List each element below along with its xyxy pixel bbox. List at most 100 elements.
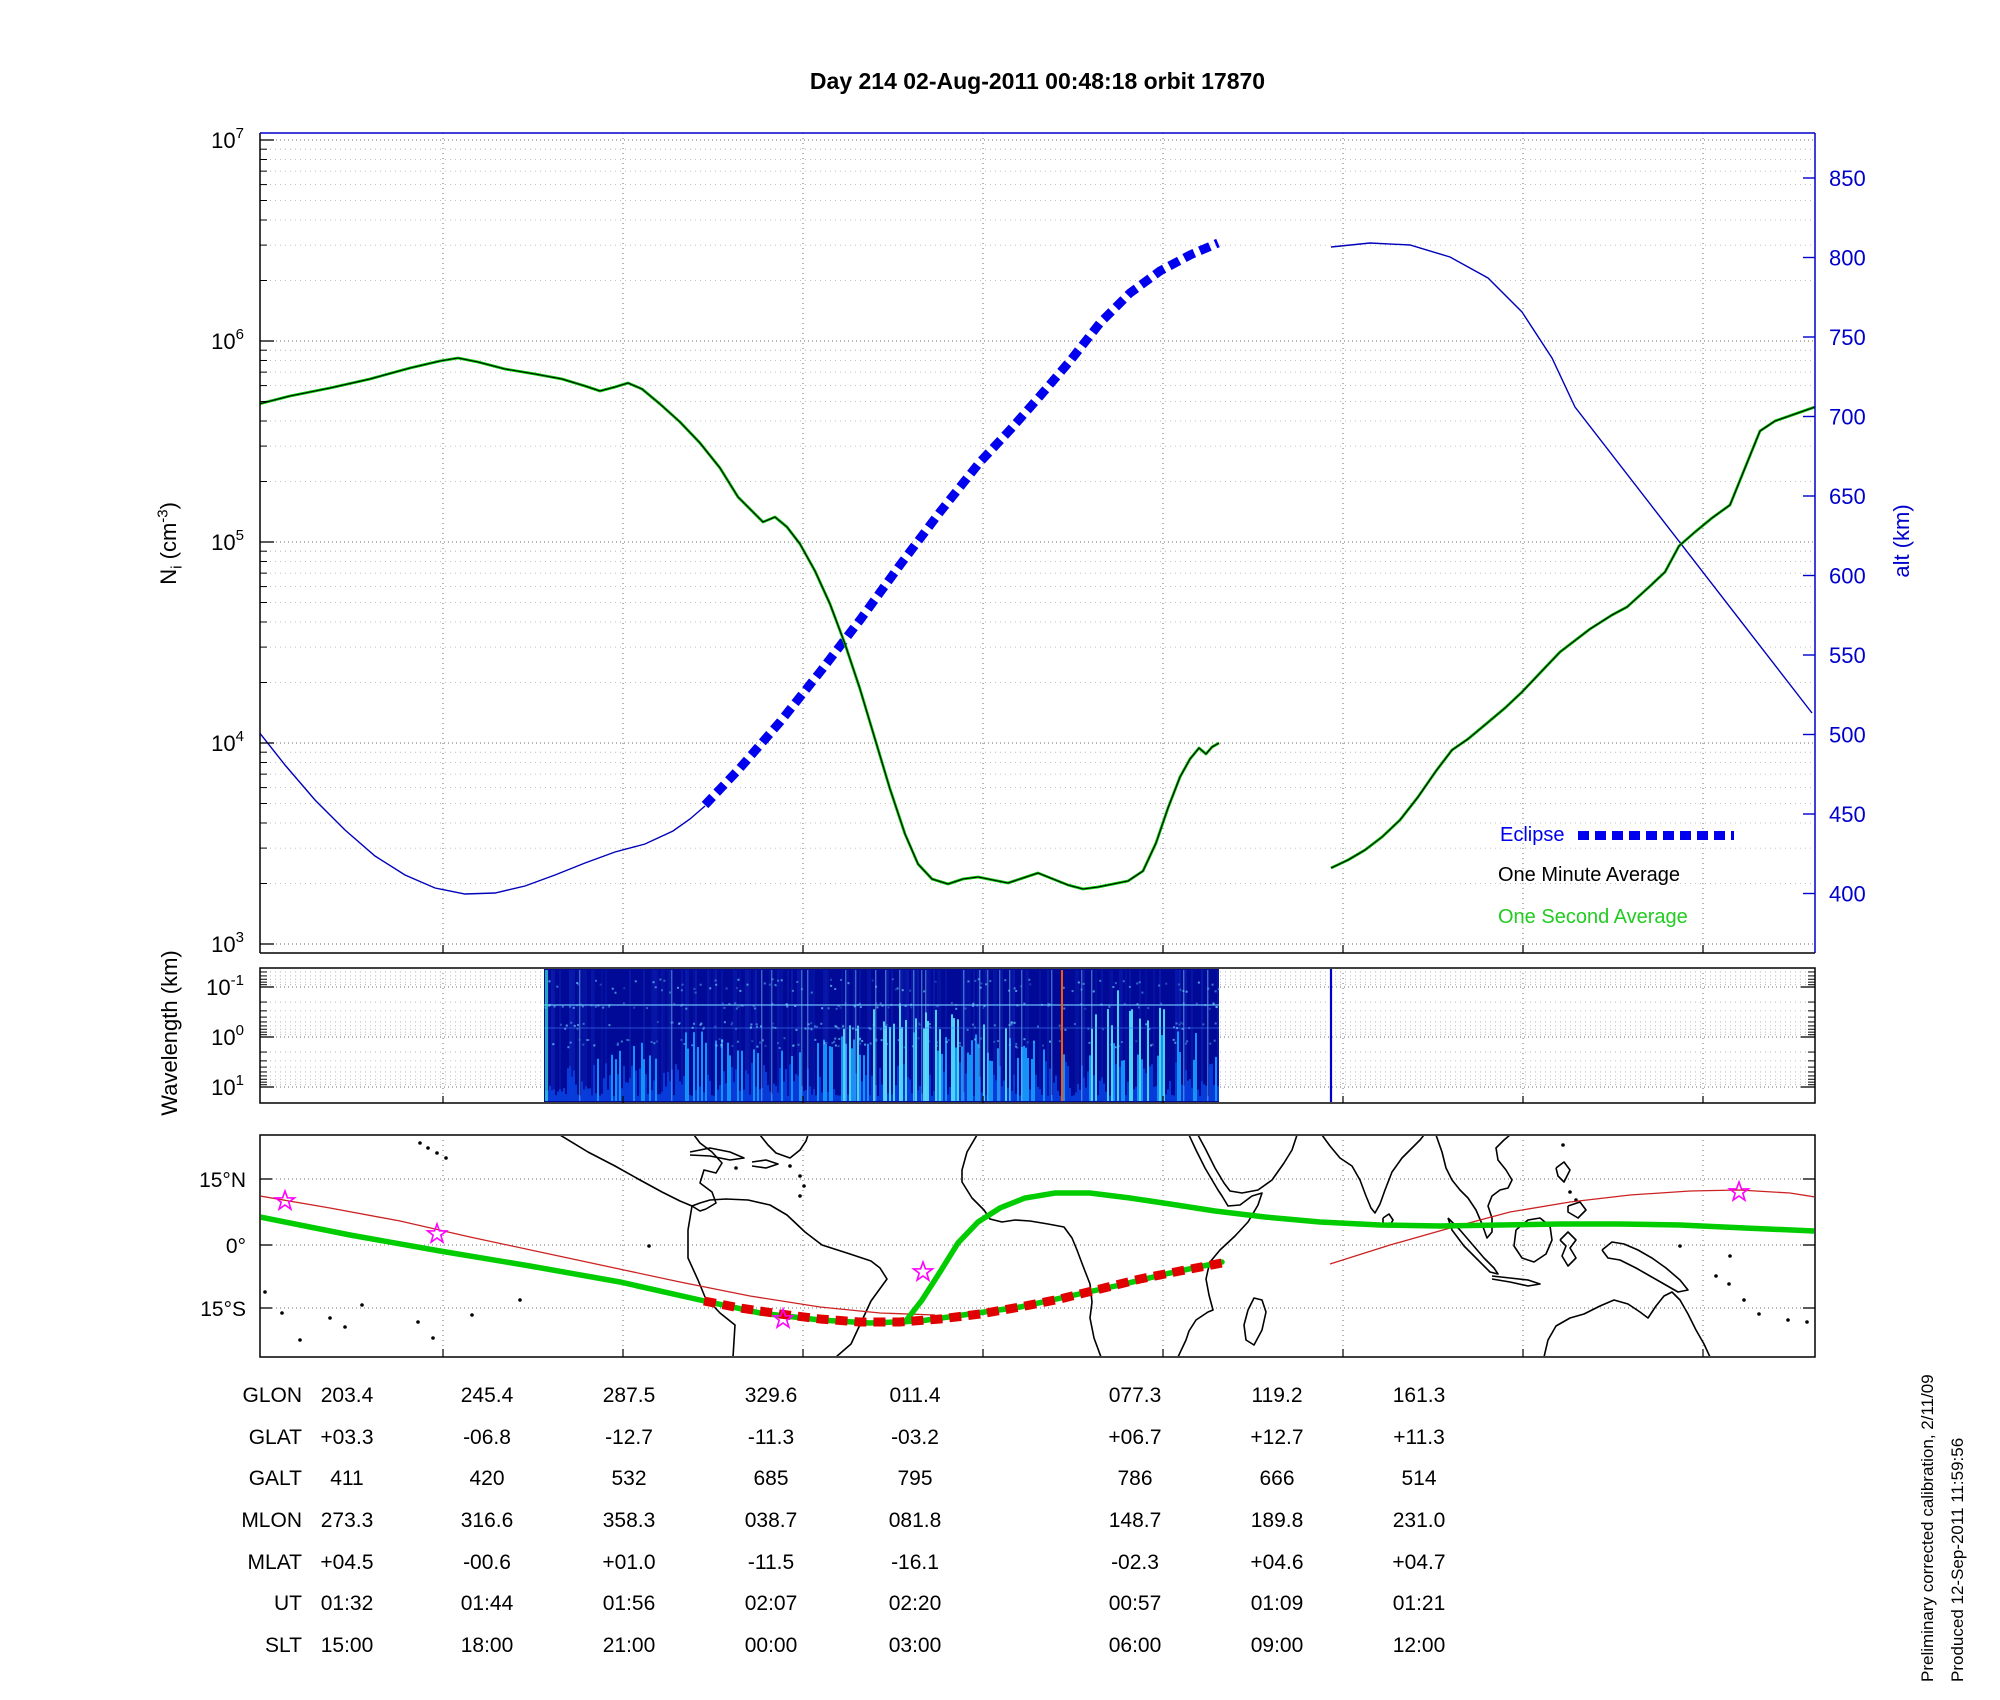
table-cell: 03:00 (888, 1634, 942, 1657)
table-cell: 02:07 (744, 1592, 798, 1615)
table-cell: 01:21 (1392, 1592, 1446, 1615)
middle-panel-frame: 10-1 100 101 (206, 967, 1816, 1104)
wavelength-tick-label: 100 (211, 1022, 244, 1050)
footnote-calibration: Preliminary corrected calibration, 2/11/… (1918, 1374, 1937, 1682)
island-dot (1678, 1244, 1682, 1248)
footnote-produced: Produced 12-Sep-2011 11:59:56 (1948, 1437, 1967, 1682)
table-cell: 00:57 (1108, 1592, 1162, 1615)
table-row-label-GLON: GLON (242, 1384, 302, 1407)
table-cell: 273.3 (320, 1509, 374, 1532)
coastline (1559, 1231, 1577, 1267)
table-row-label-SLT: SLT (265, 1634, 302, 1657)
coastline (1513, 1217, 1553, 1263)
table-cell: 316.6 (460, 1509, 514, 1532)
table-cell: 01:32 (320, 1592, 374, 1615)
island-dot (263, 1290, 267, 1294)
table-cell: 15:00 (320, 1634, 374, 1657)
table-cell: +12.7 (1250, 1426, 1304, 1449)
table-cell: 038.7 (744, 1509, 798, 1532)
altitude-tick-label: 600 (1829, 564, 1866, 589)
eclipse-legend-swatch (1578, 831, 1735, 840)
table-cell: 245.4 (460, 1384, 514, 1407)
island-dot (444, 1156, 448, 1160)
table-row-label-GLAT: GLAT (248, 1426, 302, 1449)
island-dot (1568, 1190, 1572, 1194)
island-dot (360, 1303, 364, 1307)
legend-row-eclipse: Eclipse (1500, 824, 1735, 847)
island-dot (802, 1184, 806, 1188)
coastline (687, 1198, 888, 1356)
altitude-tick-label: 850 (1829, 166, 1866, 191)
one-minute-average-curve-1 (1330, 406, 1815, 869)
table-cell: 01:09 (1250, 1592, 1304, 1615)
table-row-label-MLON: MLON (241, 1509, 302, 1532)
table-cell: +01.0 (602, 1551, 656, 1574)
table-cell: 358.3 (602, 1509, 656, 1532)
island-dot (328, 1316, 332, 1320)
island-dot (518, 1298, 522, 1302)
top-panel-grid (260, 133, 1815, 953)
table-cell: 329.6 (744, 1384, 798, 1407)
island-dot (798, 1194, 802, 1198)
map-content (261, 1136, 1814, 1356)
spectrogram (544, 969, 1333, 1102)
coastline (693, 1136, 723, 1210)
coastline (1197, 1136, 1298, 1194)
island-dot (1786, 1318, 1790, 1322)
table-cell: 532 (611, 1467, 647, 1490)
table-cell: 18:00 (460, 1634, 514, 1657)
top-panel-curves (260, 238, 1815, 895)
coastline (1601, 1241, 1689, 1293)
plot-title: Day 214 02-Aug-2011 00:48:18 orbit 17870 (809, 68, 1266, 94)
event-star-marker (911, 1259, 935, 1283)
ground-track-sunlit-east (902, 1190, 1814, 1325)
table-cell: -11.3 (747, 1426, 795, 1449)
island-dot (647, 1244, 651, 1248)
table-cell: 21:00 (602, 1634, 656, 1657)
table-cell: 148.7 (1108, 1509, 1162, 1532)
map-grid (261, 1136, 1814, 1356)
altitude-tick-label: 750 (1829, 325, 1866, 350)
island-dot (798, 1174, 802, 1178)
table-cell: +04.5 (320, 1551, 374, 1574)
coastline (1435, 1136, 1513, 1239)
middle-panel-grid (261, 969, 1814, 1102)
table-cell: -06.8 (463, 1426, 511, 1449)
legend-row-one-minute: One Minute Average (1498, 864, 1680, 887)
altitude-tick-label: 400 (1829, 882, 1866, 907)
legend-label-one-second: One Second Average (1498, 906, 1688, 928)
table-cell: 01:56 (602, 1592, 656, 1615)
table-cell: -11.5 (747, 1551, 795, 1574)
coastline (1321, 1136, 1425, 1214)
table-row-label-UT: UT (274, 1592, 302, 1615)
table-cell: -16.1 (891, 1551, 939, 1574)
legend-row-one-second: One Second Average (1498, 906, 1688, 929)
coastline (1567, 1201, 1587, 1219)
coastline (1543, 1291, 1711, 1356)
island-dot (426, 1146, 430, 1150)
island-dot (1727, 1282, 1731, 1286)
island-dot (416, 1320, 420, 1324)
island-dot (1714, 1274, 1718, 1278)
one-second-average-curve-0 (260, 356, 1220, 891)
altitude-curve-pre (260, 732, 706, 895)
altitude-tick-label: 650 (1829, 484, 1866, 509)
coastline (961, 1136, 1263, 1356)
coastline (689, 1147, 745, 1161)
altitude-tick-label: 500 (1829, 723, 1866, 748)
map-lat-label: 15°S (200, 1298, 246, 1321)
table-cell: 00:00 (744, 1634, 798, 1657)
y-axis-label-density: Ni (cm-3) (154, 502, 186, 585)
coastline (751, 1159, 779, 1169)
table-cell: +04.7 (1392, 1551, 1446, 1574)
one-minute-average-curve-0 (260, 357, 1220, 890)
altitude-tick-label: 700 (1829, 405, 1866, 430)
density-tick-label: 103 (211, 929, 244, 957)
island-dot (343, 1325, 347, 1329)
island-dot (470, 1313, 474, 1317)
magnetic-equator-west (261, 1195, 936, 1316)
table-cell: 12:00 (1392, 1634, 1446, 1657)
table-cell: 081.8 (888, 1509, 942, 1532)
density-tick-label: 105 (211, 527, 244, 555)
